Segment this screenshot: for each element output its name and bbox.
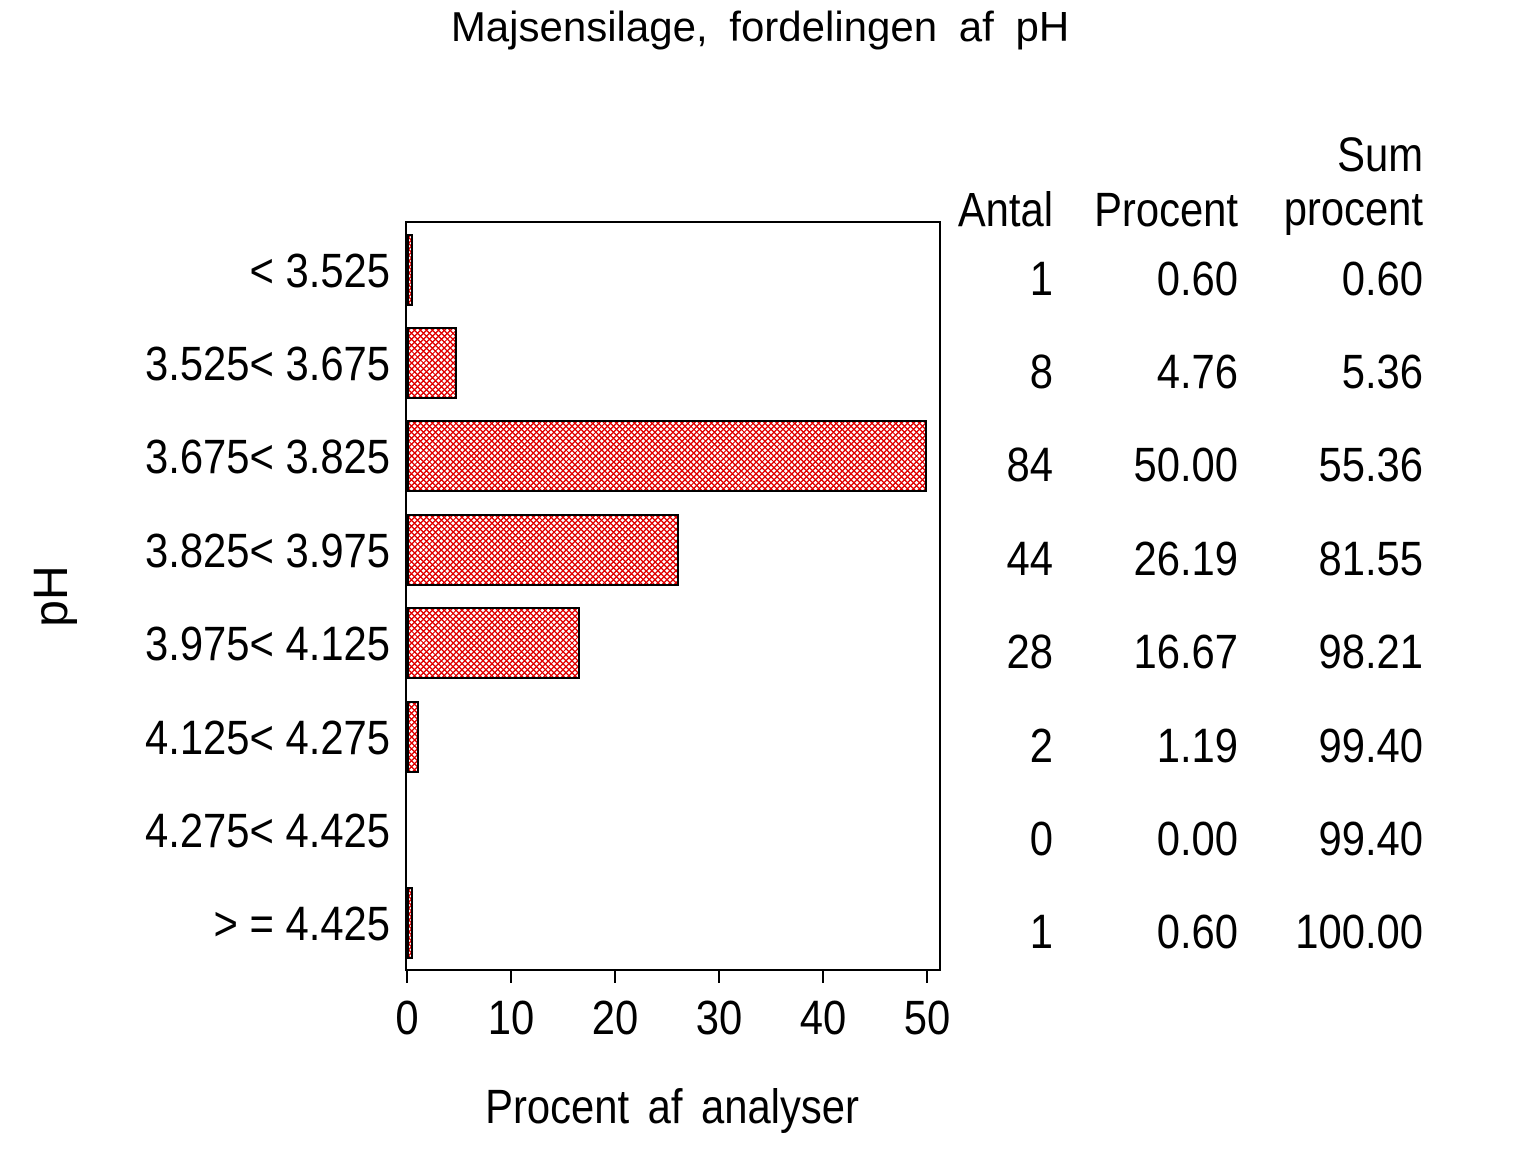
cell-antal: 2 xyxy=(1029,720,1053,773)
bar xyxy=(407,607,580,679)
cell-antal: 44 xyxy=(1006,533,1053,586)
category-label: > = 4.425 xyxy=(213,898,390,951)
category-label: < 3.525 xyxy=(249,245,390,298)
table-header-procent: Procent xyxy=(1094,184,1238,237)
category-label: 4.275< 4.425 xyxy=(144,805,390,858)
x-tick xyxy=(614,969,616,983)
cell-antal: 1 xyxy=(1029,906,1053,959)
x-tick xyxy=(926,969,928,983)
cell-procent: 50.00 xyxy=(1133,439,1238,492)
cell-sum: 0.60 xyxy=(1341,253,1423,306)
cell-sum: 55.36 xyxy=(1318,439,1423,492)
cell-procent: 26.19 xyxy=(1133,533,1238,586)
x-tick-label: 10 xyxy=(487,992,535,1045)
cell-procent: 0.60 xyxy=(1156,906,1238,959)
bar xyxy=(407,887,413,959)
x-tick xyxy=(718,969,720,983)
x-tick xyxy=(406,969,408,983)
table-header-antal: Antal xyxy=(957,184,1053,237)
x-tick-label: 50 xyxy=(903,992,951,1045)
cell-procent: 0.00 xyxy=(1156,813,1238,866)
cell-antal: 0 xyxy=(1029,813,1053,866)
cell-sum: 81.55 xyxy=(1318,533,1423,586)
cell-procent: 0.60 xyxy=(1156,253,1238,306)
bar xyxy=(407,514,679,586)
category-label: 3.675< 3.825 xyxy=(144,431,390,484)
chart-title: Majsensilage, fordelingen af pH xyxy=(450,3,1070,50)
table-header-sum-line2: procent xyxy=(1283,183,1423,236)
plot-frame xyxy=(405,221,941,971)
cell-sum: 99.40 xyxy=(1318,720,1423,773)
cell-sum: 99.40 xyxy=(1318,813,1423,866)
cell-sum: 100.00 xyxy=(1295,906,1423,959)
cell-antal: 8 xyxy=(1029,346,1053,399)
category-label: 4.125< 4.275 xyxy=(144,712,390,765)
cell-antal: 84 xyxy=(1006,439,1053,492)
category-label: 3.975< 4.125 xyxy=(144,618,390,671)
bar xyxy=(407,327,457,399)
cell-sum: 5.36 xyxy=(1341,346,1423,399)
x-tick-label: 0 xyxy=(395,992,419,1045)
table-header-sum-line1: Sum xyxy=(1337,129,1423,182)
x-tick-label: 20 xyxy=(591,992,639,1045)
x-tick-label: 30 xyxy=(695,992,743,1045)
cell-antal: 1 xyxy=(1029,253,1053,306)
cell-procent: 1.19 xyxy=(1156,720,1238,773)
bar xyxy=(407,234,413,306)
bar xyxy=(407,701,419,773)
bar xyxy=(407,420,927,492)
cell-procent: 16.67 xyxy=(1133,626,1238,679)
x-axis-title: Procent af analyser xyxy=(485,1081,859,1134)
x-tick xyxy=(822,969,824,983)
category-label: 3.825< 3.975 xyxy=(144,525,390,578)
x-tick xyxy=(510,969,512,983)
category-label: 3.525< 3.675 xyxy=(144,338,390,391)
cell-sum: 98.21 xyxy=(1318,626,1423,679)
y-axis-title: pH xyxy=(25,565,78,627)
cell-procent: 4.76 xyxy=(1156,346,1238,399)
table-header-sum: Sum procent xyxy=(1197,129,1423,237)
cell-antal: 28 xyxy=(1006,626,1053,679)
x-tick-label: 40 xyxy=(799,992,847,1045)
